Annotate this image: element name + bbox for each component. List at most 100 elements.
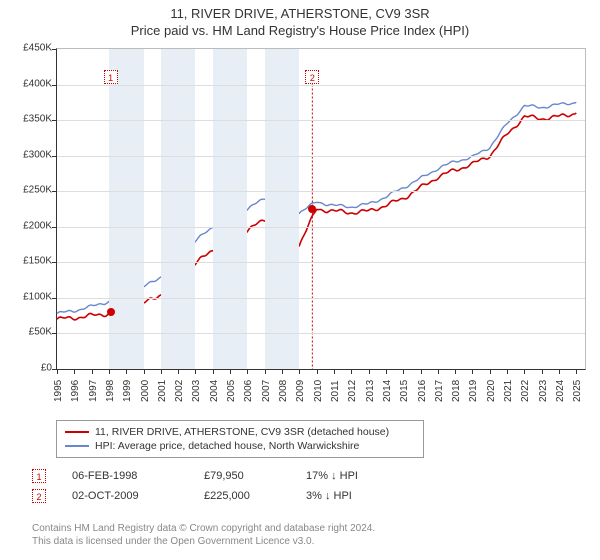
shade-band [213, 49, 248, 369]
x-tick [144, 369, 145, 374]
x-axis-label: 2005 [226, 380, 237, 402]
x-tick [92, 369, 93, 374]
y-axis-label: £50K [12, 327, 52, 338]
y-axis-label: £400K [12, 78, 52, 89]
x-tick [230, 369, 231, 374]
sales-row: 1 06-FEB-1998 £79,950 17% ↓ HPI [32, 466, 386, 486]
x-axis-label: 2023 [538, 380, 549, 402]
x-axis-label: 2016 [417, 380, 428, 402]
y-axis-label: £250K [12, 185, 52, 196]
x-tick [490, 369, 491, 374]
y-tick [52, 49, 57, 50]
gridline [57, 191, 585, 192]
x-axis-label: 2012 [347, 380, 358, 402]
x-tick [178, 369, 179, 374]
gridline [57, 85, 585, 86]
x-tick [126, 369, 127, 374]
x-axis-label: 2020 [486, 380, 497, 402]
x-axis-label: 2025 [572, 380, 583, 402]
x-tick [161, 369, 162, 374]
sale-marker-badge: 1 [104, 70, 118, 84]
chart-wrap: £0 £50K £100K £150K £200K £250K £300K £350K £400… [12, 44, 588, 414]
y-axis-label: £200K [12, 220, 52, 231]
sales-table: 1 06-FEB-1998 £79,950 17% ↓ HPI 2 02-OCT-2009… [32, 466, 386, 506]
x-tick [109, 369, 110, 374]
y-axis-label: £350K [12, 114, 52, 125]
x-tick [247, 369, 248, 374]
x-tick [455, 369, 456, 374]
gridline [57, 333, 585, 334]
legend-item: HPI: Average price, detached house, Nort… [65, 439, 415, 453]
x-tick [334, 369, 335, 374]
x-tick [386, 369, 387, 374]
y-tick [52, 85, 57, 86]
x-axis-label: 2019 [468, 380, 479, 402]
y-axis-label: £150K [12, 256, 52, 267]
x-axis-label: 1996 [70, 380, 81, 402]
x-axis-label: 1997 [88, 380, 99, 402]
x-axis-label: 2021 [503, 380, 514, 402]
x-axis-label: 2001 [157, 380, 168, 402]
attribution-line1: Contains HM Land Registry data © Crown c… [32, 522, 572, 535]
x-tick [559, 369, 560, 374]
sale-date: 02-OCT-2009 [72, 490, 182, 502]
x-tick [351, 369, 352, 374]
sales-row: 2 02-OCT-2009 £225,000 3% ↓ HPI [32, 486, 386, 506]
x-axis-label: 2017 [434, 380, 445, 402]
sale-marker-badge: 2 [32, 489, 46, 503]
x-axis-label: 2011 [330, 380, 341, 402]
x-tick [317, 369, 318, 374]
sale-point-dot [107, 308, 115, 316]
x-axis-label: 2002 [174, 380, 185, 402]
legend: 11, RIVER DRIVE, ATHERSTONE, CV9 3SR (de… [56, 420, 424, 458]
sale-marker-badge: 1 [32, 469, 46, 483]
gridline [57, 156, 585, 157]
sale-price: £79,950 [204, 470, 284, 482]
x-axis-label: 2004 [209, 380, 220, 402]
x-tick [195, 369, 196, 374]
y-axis-label: £0 [12, 363, 52, 374]
attribution: Contains HM Land Registry data © Crown c… [32, 522, 572, 548]
y-axis-label: £450K [12, 43, 52, 54]
x-tick [542, 369, 543, 374]
x-axis-label: 1998 [105, 380, 116, 402]
sale-delta: 17% ↓ HPI [306, 470, 386, 482]
x-axis-label: 2010 [313, 380, 324, 402]
gridline [57, 298, 585, 299]
x-tick [421, 369, 422, 374]
sale-price: £225,000 [204, 490, 284, 502]
attribution-line2: This data is licensed under the Open Gov… [32, 535, 572, 548]
sale-delta: 3% ↓ HPI [306, 490, 386, 502]
y-tick [52, 156, 57, 157]
x-axis-label: 2018 [451, 380, 462, 402]
sale-date: 06-FEB-1998 [72, 470, 182, 482]
x-axis-label: 2013 [365, 380, 376, 402]
shade-band [161, 49, 196, 369]
legend-swatch [65, 445, 89, 447]
y-tick [52, 120, 57, 121]
x-axis-label: 2022 [520, 380, 531, 402]
x-tick [403, 369, 404, 374]
x-axis-label: 2009 [295, 380, 306, 402]
plot-area: 12 [56, 48, 586, 370]
x-tick [299, 369, 300, 374]
x-tick [438, 369, 439, 374]
x-tick [74, 369, 75, 374]
sale-point-dot [308, 205, 316, 213]
shade-band [109, 49, 144, 369]
x-axis-label: 2014 [382, 380, 393, 402]
y-tick [52, 227, 57, 228]
chart-subtitle: Price paid vs. HM Land Registry's House … [0, 21, 600, 38]
x-axis-label: 2015 [399, 380, 410, 402]
gridline [57, 120, 585, 121]
x-tick [507, 369, 508, 374]
x-axis-label: 1999 [122, 380, 133, 402]
y-tick [52, 333, 57, 334]
y-tick [52, 298, 57, 299]
x-tick [265, 369, 266, 374]
y-axis-label: £300K [12, 149, 52, 160]
x-tick [213, 369, 214, 374]
y-axis-label: £100K [12, 291, 52, 302]
x-tick [282, 369, 283, 374]
x-axis-label: 2003 [191, 380, 202, 402]
